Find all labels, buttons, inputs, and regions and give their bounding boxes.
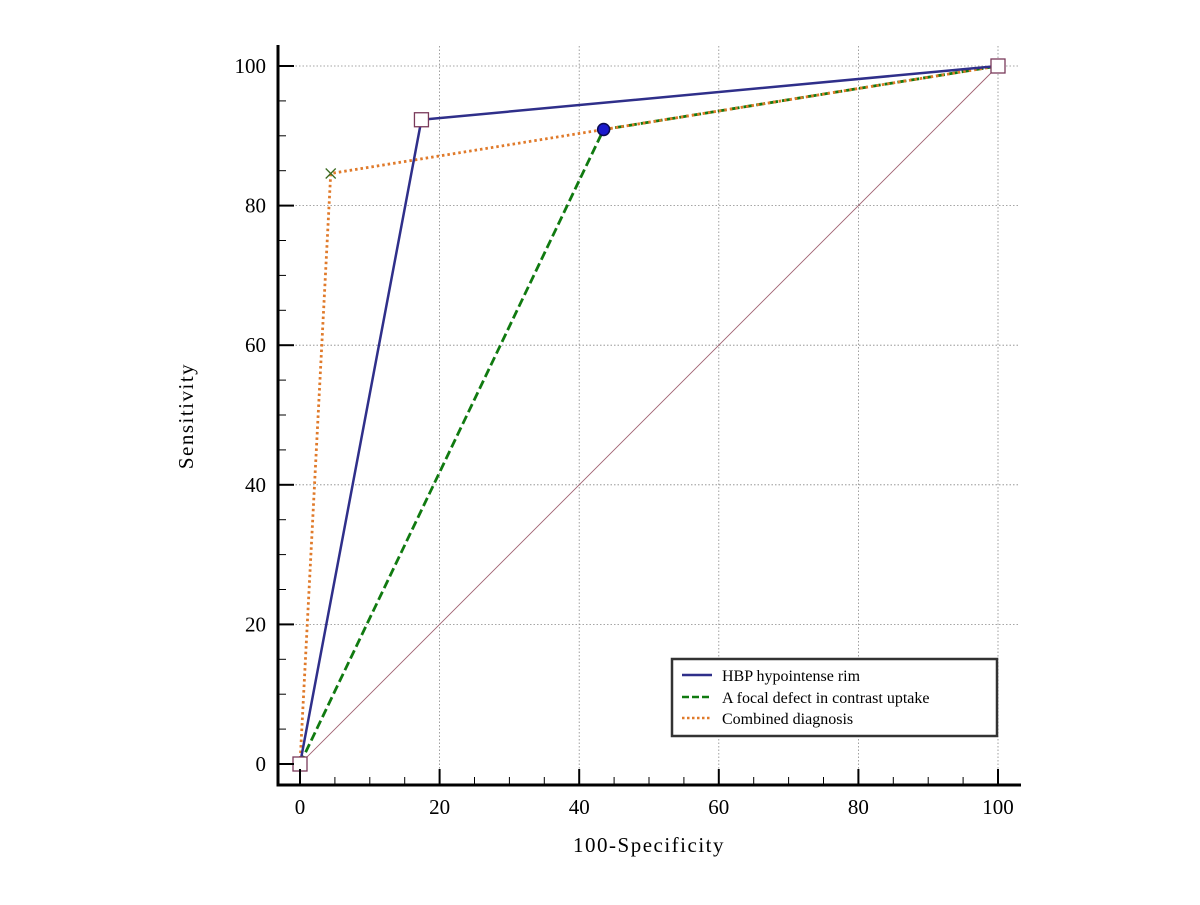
series-layer <box>292 58 1006 772</box>
legend: HBP hypointense rim A focal defect in co… <box>670 657 999 738</box>
legend-box <box>670 657 999 738</box>
x-tick-label: 60 <box>708 795 729 819</box>
y-tick-label: 40 <box>245 473 266 497</box>
grid-layer <box>278 46 1020 785</box>
series-point-square <box>990 58 1006 74</box>
y-tick-label: 100 <box>235 54 267 78</box>
x-axis-title: 100-Specificity <box>573 833 725 857</box>
legend-label-hbp-hypointense-rim: HBP hypointense rim <box>722 668 861 685</box>
x-tick-label: 100 <box>982 795 1014 819</box>
reference-line-layer <box>299 65 999 765</box>
legend-label-combined-diagnosis: Combined diagnosis <box>722 711 853 728</box>
y-tick-label: 0 <box>256 752 267 776</box>
x-tick-label: 0 <box>295 795 306 819</box>
y-axis-title: Sensitivity <box>174 363 198 469</box>
legend-label-focal-defect: A focal defect in contrast uptake <box>722 690 929 707</box>
y-tick-label: 80 <box>245 194 266 218</box>
y-tick-label: 20 <box>245 612 266 636</box>
series-point-circle <box>596 122 611 137</box>
x-tick-label: 40 <box>569 795 590 819</box>
series-point-cross <box>325 168 337 179</box>
x-tick-label: 80 <box>848 795 869 819</box>
y-tick-label: 60 <box>245 333 266 357</box>
tick-layer: 0 20 40 60 80 100 0 20 40 60 80 100 <box>235 54 1014 819</box>
series-line-2 <box>298 64 999 765</box>
series-point-square <box>292 756 308 772</box>
reference-diagonal-line <box>299 65 999 765</box>
series-point-square <box>413 112 430 128</box>
x-tick-label: 20 <box>429 795 450 819</box>
